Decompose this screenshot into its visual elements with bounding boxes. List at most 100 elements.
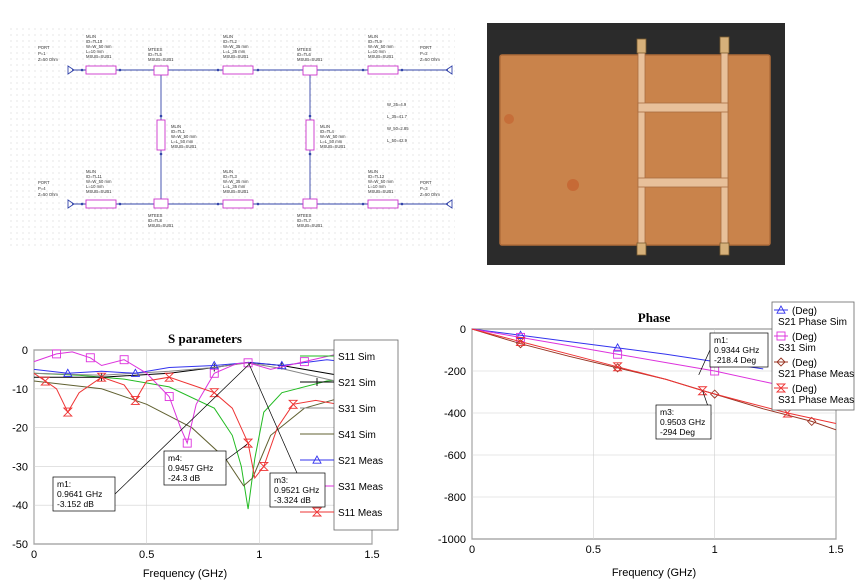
connection-nodes [80,68,404,206]
s-data-point [258,461,269,471]
svg-text:-3.152 dB: -3.152 dB [57,499,94,509]
s-marker-leader [114,361,252,495]
s-marker-leader [225,444,248,461]
s-legend-label: S31 Meas [338,482,383,493]
p-data-point [697,386,708,396]
p-legend-label: S21 Phase Sim [778,317,847,328]
port-1-symbol: PORT P=1 Z=50 Ohm [38,45,75,75]
svg-text:MSUB=SUB1: MSUB=SUB1 [320,144,346,149]
svg-text:MTEES: MTEES [297,213,312,218]
p-legend-symbol [776,357,786,367]
svg-text:Z=50 Ohm: Z=50 Ohm [38,192,58,197]
svg-text:MSUB=SUB1: MSUB=SUB1 [368,54,394,59]
mlin-tl3: MLIN ID=TL3 W=W_35 mm L=L_35 mm MSUB=SUB… [222,169,254,209]
p-series-line-3 [471,328,837,424]
svg-text:-294 Deg: -294 Deg [660,427,695,437]
svg-text:L=10 mm: L=10 mm [86,184,104,189]
p-chart-legend [771,301,855,411]
p-data-point [515,337,526,347]
svg-text:L=L_35 mm: L=L_35 mm [223,184,246,189]
svg-text:ID=TL9: ID=TL9 [368,39,383,44]
svg-text:W=W_50 mm: W=W_50 mm [171,134,197,139]
svg-text:0.9521 GHz: 0.9521 GHz [274,485,319,495]
svg-text:Z=50 Ohm: Z=50 Ohm [420,192,440,197]
svg-text:Z=50 Ohm: Z=50 Ohm [420,57,440,62]
p-marker-m1: m1: 0.9344 GHz -218.4 Deg [709,332,769,368]
svg-text:W=W_50 mm: W=W_50 mm [86,179,112,184]
s-data-point [209,368,219,378]
s-data-point [40,376,51,386]
svg-text:MSUB=SUB1: MSUB=SUB1 [223,54,249,59]
p-legend-unit: (Deg) [792,306,817,317]
s-legend-label: S11 Meas [338,508,382,519]
p-data-point [613,349,623,359]
s-y-tick-label: -20 [12,423,28,435]
p-x-tick-label: 1.5 [828,544,843,556]
svg-text:PORT: PORT [38,45,50,50]
svg-text:ID=TL1: ID=TL1 [171,129,186,134]
svg-text:ID=TL4: ID=TL4 [320,129,335,134]
s-series-line-0 [33,372,373,510]
p-data-point [612,342,623,352]
svg-text:MLIN: MLIN [223,169,233,174]
svg-text:PORT: PORT [420,180,432,185]
s-series-line-4 [33,359,361,374]
mtees-tl5: MTEES ID=TL5 MSUB=SUB1 [148,47,174,76]
p-y-tick-label: -600 [444,450,466,462]
svg-text:m4:: m4: [168,453,182,463]
svg-text:MSUB=SUB1: MSUB=SUB1 [368,189,394,194]
p-chart-title: Phase [638,310,671,325]
p-x-tick-label: 0.5 [586,544,601,556]
s-marker-leader [248,362,298,474]
svg-text:L=L_50 mm: L=L_50 mm [171,139,194,144]
p-legend-symbol [776,305,786,314]
svg-text:0.9344 GHz: 0.9344 GHz [714,345,759,355]
p-y-tick-label: -800 [444,492,466,504]
svg-text:P=4: P=4 [38,186,46,191]
p-legend-symbol [775,383,787,393]
svg-text:MLIN: MLIN [86,34,96,39]
svg-text:MTEES: MTEES [297,47,312,52]
svg-text:P=1: P=1 [38,51,46,56]
svg-text:-3.324 dB: -3.324 dB [274,495,311,505]
svg-text:W=W_50 mm: W=W_50 mm [368,44,394,49]
svg-text:m3:: m3: [274,475,288,485]
mlin-tl10: MLIN ID=TL10 W=W_50 mm L=10 mm MSUB=SUB1 [85,34,117,75]
p-marker-leader [698,349,711,376]
svg-text:MSUB=SUB1: MSUB=SUB1 [297,57,323,62]
mlin-tl12: MLIN ID=TL12 W=W_50 mm L=10 mm MSUB=SUB1 [367,169,399,209]
svg-text:ID=TL7: ID=TL7 [297,218,312,223]
svg-text:L=L_35 mm: L=L_35 mm [223,49,246,54]
svg-text:MSUB=SUB1: MSUB=SUB1 [223,189,249,194]
p-data-point [515,330,526,339]
s-legend-label: S31 Sim [338,404,376,415]
p-chart-xlabel: Frequency (GHz) [612,567,696,579]
mtees-tl8: MTEES ID=TL8 MSUB=SUB1 [148,198,174,228]
svg-text:L=10 mm: L=10 mm [368,184,386,189]
s-series-line-6 [33,372,361,480]
p-y-tick-label: -200 [444,366,466,378]
s-data-point [209,360,220,370]
mlin-tl9: MLIN ID=TL9 W=W_50 mm L=10 mm MSUB=SUB1 [367,34,399,75]
s-data-point [209,388,220,398]
svg-text:0.9457 GHz: 0.9457 GHz [168,463,213,473]
s-legend-label: S41 Sim [338,430,376,441]
s-marker-m1: m1: 0.9641 GHz -3.152 dB [52,476,116,512]
svg-text:m3:: m3: [660,407,674,417]
svg-text:L=10 mm: L=10 mm [368,49,386,54]
s-legend-label: S21 Sim [338,378,376,389]
svg-text:MTEES: MTEES [148,213,163,218]
s-y-tick-label: -30 [12,461,28,473]
p-y-tick-label: -400 [444,408,466,420]
p-x-tick-label: 1 [712,544,718,556]
copper-traces [637,50,729,252]
mlin-tl4: MLIN ID=TL4 W=W_50 mm L=L_50 mm MSUB=SUB… [305,119,346,151]
svg-text:W=W_50 mm: W=W_50 mm [86,44,112,49]
s-data-point [242,438,254,448]
svg-text:PORT: PORT [420,45,432,50]
svg-text:-218.4 Deg: -218.4 Deg [714,355,756,365]
p-y-tick-label: -1000 [438,534,466,546]
s-data-point [119,355,129,365]
s-legend-label: S11 Sim [338,352,375,363]
p-legend-unit: (Deg) [792,332,817,343]
